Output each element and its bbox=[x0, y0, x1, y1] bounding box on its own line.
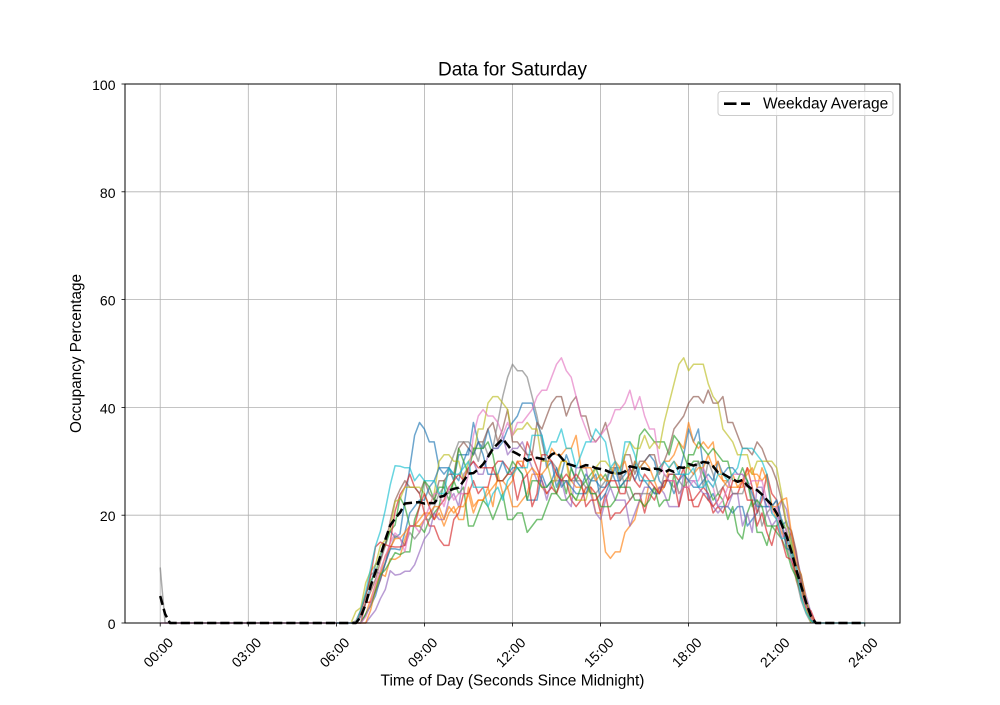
svg-text:60: 60 bbox=[100, 293, 116, 309]
svg-text:Weekday Average: Weekday Average bbox=[763, 95, 888, 112]
svg-text:Data for Saturday: Data for Saturday bbox=[438, 60, 587, 81]
svg-text:100: 100 bbox=[92, 77, 116, 93]
svg-text:Time of Day (Seconds Since Mid: Time of Day (Seconds Since Midnight) bbox=[381, 673, 645, 690]
svg-text:40: 40 bbox=[100, 400, 116, 416]
svg-text:80: 80 bbox=[100, 185, 116, 201]
svg-text:20: 20 bbox=[100, 508, 116, 524]
svg-text:Occupancy Percentage: Occupancy Percentage bbox=[68, 274, 85, 433]
svg-text:0: 0 bbox=[108, 616, 116, 632]
